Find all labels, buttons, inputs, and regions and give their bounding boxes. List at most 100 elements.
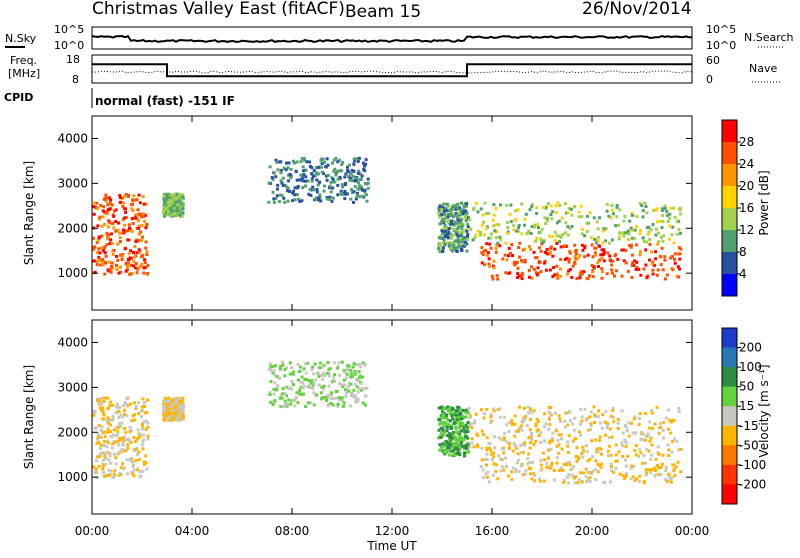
scatter-cell-0 (106, 407, 110, 411)
scatter-cell-5 (631, 229, 634, 233)
scatter-cell-4 (598, 244, 601, 248)
scatter-cell-4 (548, 466, 552, 470)
scatter-cell-5 (470, 422, 473, 426)
scatter-cell-3 (462, 438, 466, 442)
scatter-cell-4 (527, 466, 531, 470)
scatter-cell-2 (300, 375, 304, 379)
scatter-cell-4 (492, 264, 495, 268)
scatter-cell-5 (513, 414, 517, 418)
scatter-cell-0 (107, 208, 110, 212)
scatter-cell-4 (543, 261, 547, 265)
scatter-cell-5 (534, 239, 538, 243)
scatter-cell-2 (346, 368, 350, 372)
scatter-cell-0 (114, 411, 118, 415)
scatter-cell-4 (544, 268, 548, 272)
scatter-cell-4 (523, 247, 527, 251)
scatter-cell-4 (513, 263, 517, 267)
scatter-cell-5 (529, 232, 533, 235)
scatter-cell-5 (601, 241, 605, 245)
scatter-cell-5 (530, 434, 534, 437)
scatter-cell-2 (334, 171, 338, 175)
scatter-cell-3 (444, 440, 448, 444)
scatter-cell-0 (105, 445, 109, 449)
scatter-cell-4 (494, 247, 498, 250)
scatter-cell-3 (442, 444, 446, 448)
scatter-cell-4 (571, 264, 575, 268)
scatter-cell-4 (528, 446, 532, 450)
scatter-cell-2 (348, 178, 352, 182)
scatter-cell-1 (178, 213, 182, 217)
scatter-cell-0 (133, 448, 137, 452)
scatter-cell-0 (96, 435, 100, 439)
scatter-cell-0 (144, 246, 148, 250)
scatter-cell-1 (166, 418, 169, 422)
scatter-cell-5 (573, 205, 576, 209)
scatter-cell-5 (664, 416, 668, 420)
scatter-cell-0 (140, 224, 144, 228)
scatter-cell-2 (274, 175, 278, 179)
scatter-cell-5 (632, 417, 636, 421)
scatter-cell-2 (327, 384, 331, 388)
scatter-cell-2 (342, 404, 345, 408)
scatter-cell-0 (136, 452, 139, 456)
scatter-cell-5 (527, 411, 531, 415)
scatter-cell-3 (446, 434, 450, 437)
scatter-cell-2 (288, 372, 292, 376)
scatter-cell-5 (487, 236, 491, 240)
scatter-cell-4 (511, 449, 515, 453)
scatter-cell-4 (618, 472, 622, 476)
scatter-cell-4 (485, 242, 489, 246)
scatter-cell-4 (634, 453, 638, 457)
scatter-cell-3 (456, 216, 460, 220)
scatter-cell-2 (356, 160, 360, 163)
scatter-cell-5 (491, 407, 495, 411)
scatter-cell-4 (673, 257, 676, 261)
scatter-cell-3 (466, 225, 470, 229)
scatter-cell-0 (121, 228, 125, 232)
scatter-cell-2 (268, 362, 272, 366)
scatter-cell-4 (629, 245, 633, 249)
scatter-cell-4 (609, 462, 613, 466)
scatter-cell-2 (348, 176, 352, 180)
scatter-cell-4 (517, 470, 521, 473)
scatter-cell-5 (596, 414, 600, 418)
scatter-cell-0 (137, 193, 141, 197)
scatter-cell-4 (600, 462, 604, 466)
scatter-cell-5 (554, 211, 558, 215)
nave-label: Nave (749, 62, 777, 75)
scatter-cell-1 (178, 211, 182, 215)
scatter-cell-2 (304, 168, 308, 172)
scatter-cell-5 (473, 421, 476, 425)
scatter-cell-5 (663, 207, 667, 211)
scatter-cell-0 (140, 443, 144, 447)
scatter-cell-4 (667, 454, 671, 457)
scatter-cell-0 (102, 463, 105, 466)
scatter-cell-1 (162, 204, 166, 208)
scatter-cell-5 (677, 410, 681, 413)
scatter-cell-4 (495, 463, 498, 467)
scatter-cell-4 (664, 469, 668, 473)
scatter-cell-2 (270, 176, 274, 179)
scatter-cell-2 (303, 362, 307, 366)
scatter-cell-0 (117, 271, 121, 275)
scatter-cell-4 (516, 458, 520, 462)
scatter-cell-4 (527, 245, 531, 248)
scatter-cell-5 (642, 240, 646, 243)
scatter-cell-4 (679, 447, 683, 451)
scatter-cell-5 (524, 212, 528, 216)
scatter-cell-4 (557, 451, 561, 455)
scatter-cell-4 (481, 468, 485, 472)
scatter-cell-4 (591, 270, 595, 274)
scatter-cell-0 (120, 255, 124, 259)
scatter-cell-4 (529, 248, 533, 251)
scatter-cell-4 (568, 251, 572, 255)
scatter-cell-0 (102, 417, 105, 421)
scatter-cell-4 (669, 256, 673, 260)
scatter-cell-5 (467, 406, 471, 410)
scatter-cell-2 (343, 197, 347, 201)
scatter-cell-5 (611, 415, 615, 419)
scatter-cell-2 (331, 177, 335, 181)
scatter-cell-2 (326, 361, 330, 364)
scatter-cell-5 (622, 219, 626, 223)
scatter-cell-5 (513, 422, 517, 426)
